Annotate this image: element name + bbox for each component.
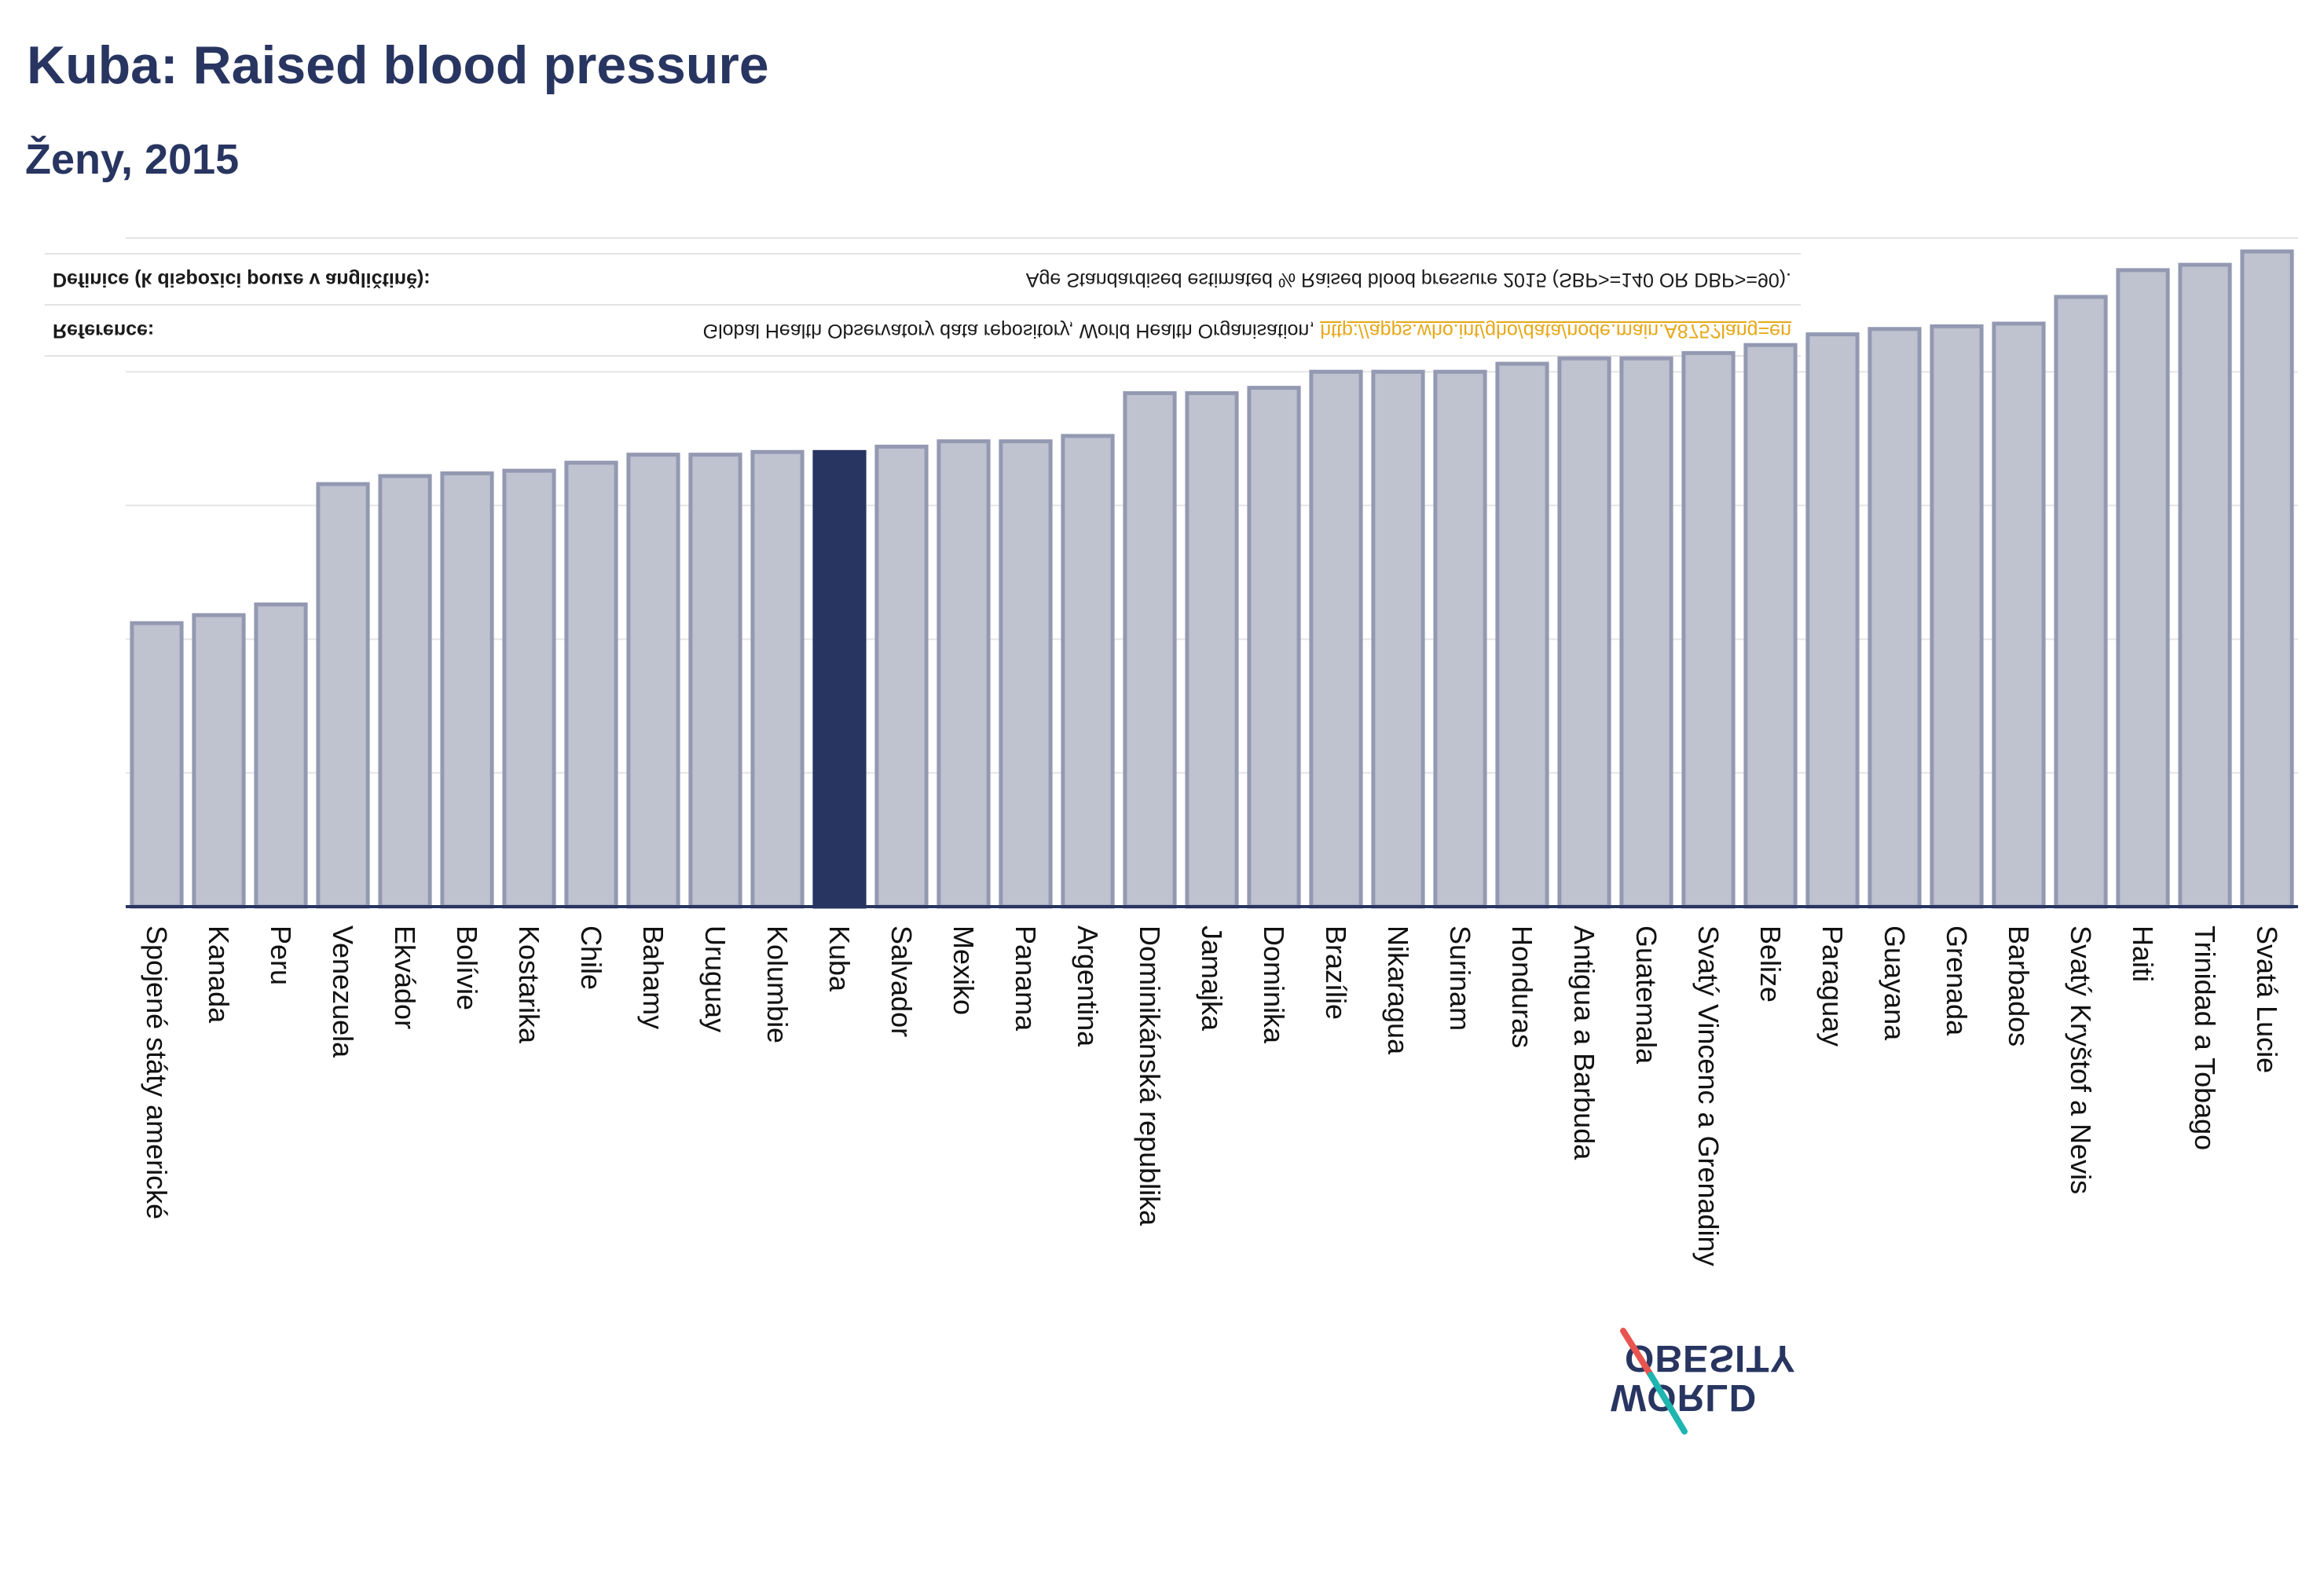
bar-highlighted (812, 449, 867, 909)
bar (2116, 268, 2170, 909)
x-tick-label: Bolívie (451, 925, 483, 1010)
x-tick-label: Guayana (1879, 925, 1911, 1041)
x-tick-label: Kolumbie (761, 925, 794, 1043)
bar (999, 439, 1053, 909)
bar (2178, 262, 2232, 909)
bar (688, 453, 742, 909)
x-tick-label: Grenada (1941, 925, 1973, 1036)
bar (1619, 356, 1673, 909)
bar (1992, 321, 2046, 909)
bar (1123, 390, 1177, 909)
x-tick-label: Svatý Vincenc a Grenadiny (1692, 925, 1725, 1266)
x-tick-label: Peru (265, 925, 297, 985)
bar (750, 449, 805, 909)
x-tick-label: Spojené státy americké (141, 925, 173, 1219)
bar (874, 445, 929, 909)
x-tick-label: Ekvádor (389, 925, 421, 1029)
bar (316, 482, 370, 909)
bar (192, 613, 246, 909)
x-tick-label: Jamajka (1196, 925, 1228, 1032)
x-tick-label: Dominika (1258, 925, 1290, 1044)
x-tick-label: Antigua a Barbuda (1568, 925, 1600, 1160)
x-tick-label: Svatý Kryštof a Nevis (2065, 925, 2097, 1194)
x-tick-label: Kostarika (513, 925, 545, 1044)
bar (1681, 350, 1736, 909)
x-tick-label: Panama (1010, 925, 1042, 1032)
x-tick-label: Haiti (2127, 925, 2159, 982)
x-tick-label: Honduras (1506, 925, 1538, 1048)
x-tick-label: Nikaragua (1382, 925, 1414, 1055)
bar (440, 471, 494, 909)
bar (1495, 361, 1549, 909)
x-tick-labels: Spojené státy americké Kanada Peru Venezuel… (141, 925, 2283, 1266)
bar (1061, 434, 1115, 909)
x-tick-label: Kanada (203, 925, 235, 1024)
bar (1185, 390, 1239, 909)
bar (254, 602, 308, 909)
x-tick-label: Barbados (2003, 925, 2035, 1046)
bar (1247, 386, 1301, 909)
bar (2054, 295, 2108, 909)
bars (130, 249, 2294, 909)
bar (1309, 369, 1363, 909)
x-tick-label: Trinidad a Tobago (2189, 925, 2221, 1150)
x-tick-label: Svatá Lucie (2251, 925, 2283, 1073)
bar (378, 474, 432, 909)
bar (626, 453, 680, 909)
bar (502, 468, 556, 909)
x-tick-label: Belize (1754, 925, 1787, 1002)
bar (130, 621, 184, 909)
bar (1930, 324, 1984, 909)
x-tick-label: Argentina (1072, 925, 1104, 1047)
x-tick-label: Bahamy (637, 925, 669, 1029)
logo-slash-icon (1620, 1328, 1688, 1435)
bar (1805, 332, 1860, 909)
x-tick-label: Paraguay (1816, 925, 1849, 1046)
x-tick-label: Brazílie (1320, 925, 1352, 1020)
x-tick-label: Surinam (1444, 925, 1476, 1031)
bar (564, 460, 618, 909)
x-tick-label: Venezuela (327, 925, 359, 1058)
page-title: Kuba: Raised blood pressure (27, 35, 769, 95)
x-tick-label: Dominikánská republika (1134, 925, 1166, 1226)
bar (937, 439, 991, 909)
bar (1371, 369, 1425, 909)
page-subtitle: Ženy, 2015 (25, 136, 240, 183)
bar (1743, 343, 1798, 909)
x-tick-label: Salvador (885, 925, 918, 1037)
x-tick-label: Guatemala (1630, 925, 1662, 1065)
bar (1868, 327, 1922, 909)
x-tick-label: Mexiko (948, 925, 980, 1015)
x-tick-label: Uruguay (699, 925, 731, 1032)
bar (2240, 249, 2294, 909)
bar (1557, 356, 1611, 909)
x-tick-label: Kuba (823, 925, 856, 992)
x-tick-label: Chile (575, 925, 607, 990)
bar (1433, 369, 1487, 909)
